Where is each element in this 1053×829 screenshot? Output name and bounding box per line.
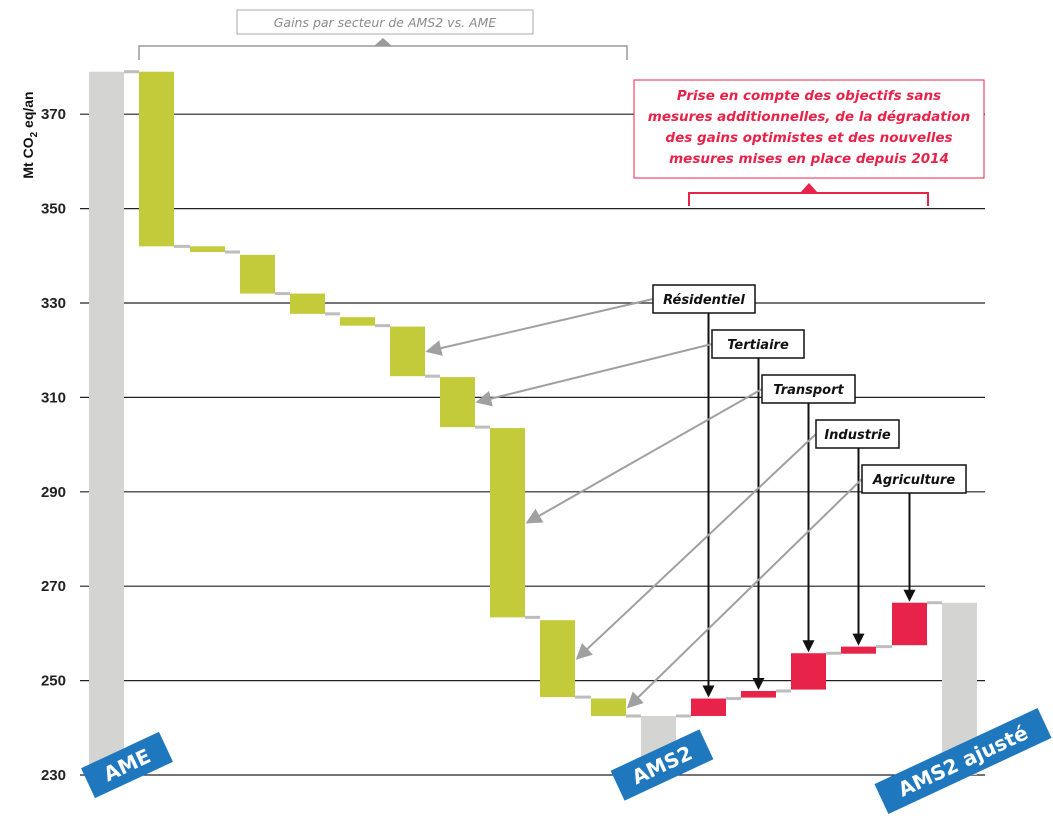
y-axis: 230 250 270 290 310 330 350 370 (41, 106, 66, 784)
gain-bar-3 (240, 254, 275, 294)
y-tick-label-270: 270 (41, 578, 66, 595)
gain-bar-1 (139, 71, 174, 247)
callout-box-tertiaire (711, 329, 805, 359)
y-axis-label-main: Mt CO (20, 137, 36, 178)
y-tick-label-350: 350 (41, 201, 66, 218)
adjustment-bracket-line (688, 192, 929, 206)
callout-arrow-gain-residentiel (425, 298, 654, 356)
callout-arrowhead-tertiaire (752, 677, 765, 690)
callout-label-residentiel: Résidentiel (663, 293, 745, 308)
increase-bar-2 (741, 690, 776, 698)
callout-box-residentiel (652, 284, 756, 314)
gain-bar-7 (440, 377, 475, 428)
gain-bar-10 (591, 698, 626, 716)
gain-bar-9 (540, 620, 575, 698)
gains-bracket: Gains par secteur de AMS2 vs. AME (138, 9, 628, 60)
gains-bracket-line (138, 45, 628, 60)
total-badges: AME AMS2 AMS2 ajusté (81, 708, 1052, 814)
callout-label-industrie: Industrie (824, 428, 890, 443)
y-tick-label-290: 290 (41, 484, 66, 501)
callout-label-tertiaire: Tertiaire (727, 338, 789, 353)
callout-box-industrie (815, 419, 900, 449)
callout-arrow-gain-tertiaire (475, 343, 713, 407)
connectors (124, 70, 942, 718)
gain-bar-2 (190, 246, 225, 253)
badge-background-ame (81, 731, 173, 799)
callout-arrowhead-industrie (852, 633, 865, 646)
y-tick-label-310: 310 (41, 389, 66, 406)
bars (89, 71, 977, 776)
callout-arrowhead-transport (802, 640, 815, 653)
gains-bracket-title: Gains par secteur de AMS2 vs. AME (274, 15, 497, 30)
y-tick-label-230: 230 (41, 767, 66, 784)
adjustment-note-line-1: Prise en compte des objectifs sans (677, 88, 941, 104)
gain-bar-6 (390, 326, 425, 377)
gains-bracket-box (236, 9, 534, 35)
callout-arrowhead-residentiel (702, 685, 715, 698)
callout-arrowhead-agriculture (903, 589, 916, 602)
adjustment-note: Prise en compte des objectifs sans mesur… (633, 79, 985, 206)
adjustment-note-line-4: mesures mises en place depuis 2014 (669, 151, 949, 167)
callouts: Résidentiel Tertiaire Transport Industrie Ag… (652, 284, 967, 494)
adjustment-note-box (633, 79, 985, 179)
callout-arrow-gain-agriculture (626, 478, 863, 709)
total-bar-1 (89, 71, 124, 776)
callout-label-transport: Transport (773, 383, 844, 398)
badge-background-ams2 (610, 729, 714, 801)
increase-bar-3 (791, 653, 826, 690)
y-tick-label-250: 250 (41, 673, 66, 690)
y-axis-label: Mt CO2 eq/an (20, 91, 40, 178)
increase-bar-5 (892, 602, 927, 646)
callout-box-agriculture (861, 464, 967, 494)
increase-bar-1 (691, 698, 726, 716)
callout-arrow-gain-transport (525, 388, 763, 524)
callout-arrows (425, 298, 916, 709)
y-tick-label-370: 370 (41, 106, 66, 123)
gain-bar-5 (340, 317, 375, 326)
callout-arrow-gain-industrie (575, 433, 817, 660)
adjustment-note-line-2: mesures additionnelles, de la dégradatio… (648, 109, 970, 125)
gain-bar-8 (490, 428, 525, 618)
callout-box-transport (761, 374, 856, 404)
grid-lines (80, 113, 985, 776)
y-tick-label-330: 330 (41, 295, 66, 312)
callout-label-agriculture: Agriculture (872, 473, 956, 488)
badge-background-ams2-ajuste (874, 708, 1052, 814)
adjustment-bracket-pointer (800, 183, 818, 193)
y-axis-label-subscript: 2 (29, 131, 40, 137)
gain-bar-4 (290, 293, 325, 314)
gains-bracket-pointer (374, 38, 392, 46)
adjustment-note-line-3: des gains optimistes et des nouvelles (665, 130, 952, 146)
increase-bar-4 (841, 646, 876, 654)
y-axis-label-suffix: eq/an (20, 91, 36, 131)
